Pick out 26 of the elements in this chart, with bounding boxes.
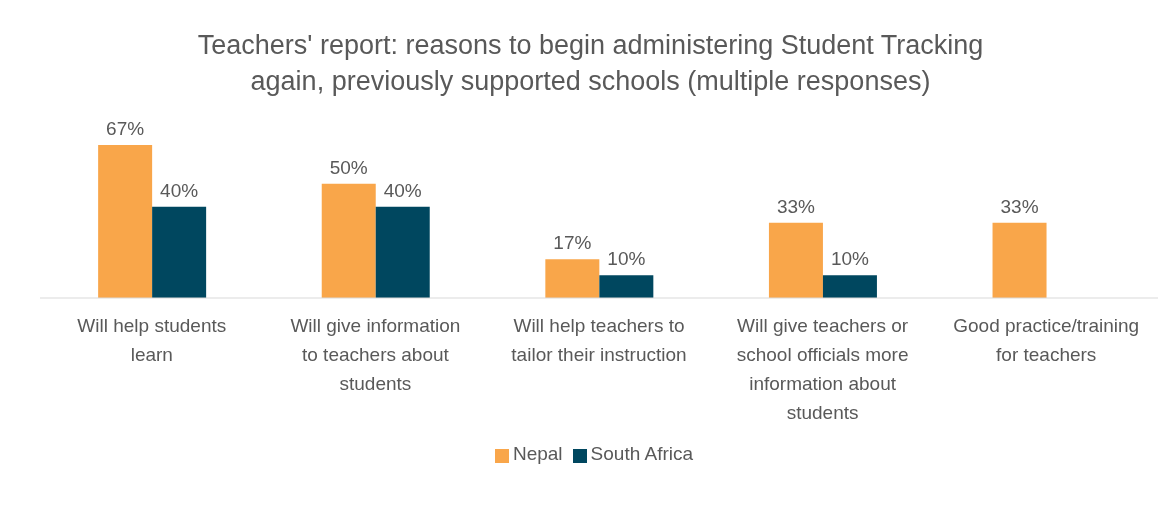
- data-label: 40%: [160, 179, 199, 201]
- bar: [992, 222, 1047, 298]
- bar: [321, 183, 376, 298]
- x-tick-label: Will help teachers to tailor their instruction: [511, 315, 687, 365]
- legend-label: South Africa: [590, 443, 694, 464]
- x-tick-label: Will give information to teachers about students: [290, 315, 461, 394]
- data-label: 10%: [830, 248, 870, 270]
- data-label: 10%: [607, 248, 646, 270]
- chart-title: Teachers' report: reasons to begin administering Student Tracking again, previously supported schools (multiple responses): [196, 29, 985, 98]
- bar: [152, 206, 207, 298]
- data-label: 40%: [383, 179, 422, 201]
- data-label: 33%: [776, 195, 816, 217]
- bar: [822, 275, 877, 298]
- legend-label: Nepal: [512, 443, 563, 464]
- data-label: 17%: [553, 232, 592, 254]
- x-tick-label: Good practice/training for teachers: [953, 315, 1140, 365]
- bar: [98, 145, 153, 298]
- data-label: 33%: [1000, 195, 1039, 217]
- x-tick-label: Will give teachers or school officials more information about students: [736, 315, 909, 423]
- x-tick-label: Will help students learn: [77, 315, 227, 365]
- bar: [768, 222, 823, 298]
- data-label: 67%: [106, 118, 145, 139]
- bar: [375, 206, 430, 298]
- data-label: 50%: [329, 156, 368, 178]
- bar: [599, 275, 654, 298]
- bar: [545, 259, 600, 298]
